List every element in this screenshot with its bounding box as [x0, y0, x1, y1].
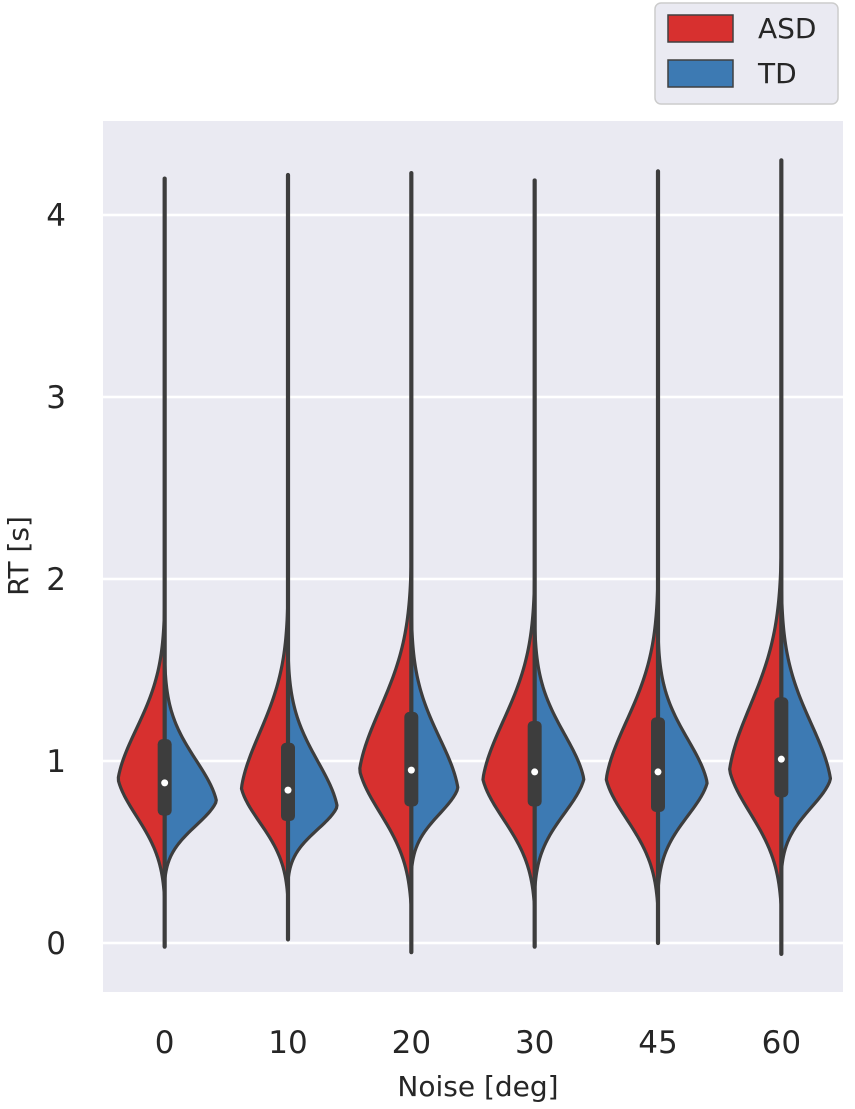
- iqr-box-10: [281, 742, 295, 822]
- y-tick-2: 2: [46, 562, 66, 598]
- x-tick-45: 45: [638, 1025, 677, 1061]
- x-tick-20: 20: [392, 1025, 431, 1061]
- x-tick-10: 10: [268, 1025, 307, 1061]
- violin-asd-60: [728, 550, 783, 909]
- violin-td-60: [779, 586, 833, 872]
- y-tick-0: 0: [46, 926, 66, 962]
- x-tick-30: 30: [515, 1025, 554, 1061]
- median-point-30: [531, 768, 539, 776]
- x-tick-60: 60: [762, 1025, 801, 1061]
- violins: [116, 550, 833, 909]
- median-point-60: [777, 755, 785, 763]
- x-axis-label: Noise [deg]: [397, 1070, 558, 1103]
- y-tick-3: 3: [46, 380, 66, 416]
- violin-td-20: [409, 613, 460, 872]
- violin-asd-0: [116, 604, 167, 900]
- violin-td-30: [533, 622, 586, 890]
- y-tick-labels: 0 1 2 3 4: [46, 198, 66, 962]
- iqr-box-20: [404, 711, 419, 807]
- iqr-box-0: [157, 739, 172, 816]
- y-tick-1: 1: [46, 744, 66, 780]
- iqr-box-45: [651, 717, 665, 812]
- legend-swatch-td: [667, 59, 734, 88]
- y-tick-4: 4: [46, 198, 66, 234]
- iqr-box-60: [774, 697, 789, 798]
- grid-lines: [103, 213, 843, 945]
- iqr-box-30: [527, 720, 542, 807]
- violin-asd-10: [239, 595, 290, 900]
- median-point-45: [654, 768, 662, 776]
- median-point-20: [407, 766, 415, 774]
- inner-boxes: [157, 158, 789, 957]
- legend-label-td: TD: [757, 57, 797, 90]
- violin-asd-45: [604, 577, 660, 909]
- y-axis-label: RT [s]: [2, 516, 35, 596]
- violin-td-45: [656, 632, 709, 890]
- median-point-0: [161, 779, 169, 787]
- violin-asd-30: [481, 577, 537, 909]
- legend: ASD TD: [654, 2, 839, 105]
- x-tick-labels: 0 10 20 30 45 60: [155, 1025, 801, 1061]
- median-point-10: [284, 786, 292, 794]
- x-tick-0: 0: [155, 1025, 175, 1061]
- legend-label-asd: ASD: [758, 12, 817, 45]
- plot-background: [103, 121, 843, 992]
- legend-swatch-asd: [667, 14, 734, 43]
- violin-td-0: [163, 659, 218, 881]
- violin-td-10: [286, 650, 339, 881]
- violin-asd-20: [358, 559, 413, 909]
